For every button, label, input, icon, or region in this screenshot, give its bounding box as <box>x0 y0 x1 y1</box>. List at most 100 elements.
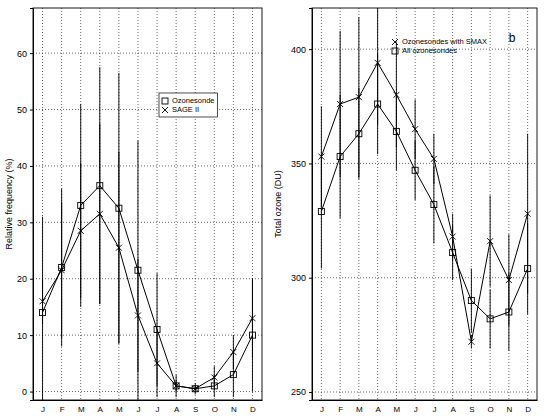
tick: J <box>41 400 45 414</box>
grid-line <box>33 335 262 336</box>
tick: M <box>356 400 363 414</box>
marker <box>506 309 512 315</box>
error-bar <box>61 188 62 346</box>
grid-line <box>118 8 119 400</box>
plot-area <box>40 67 256 400</box>
tick-label: 0 <box>22 387 27 397</box>
grid-line <box>358 8 359 400</box>
grid-line <box>508 8 509 400</box>
plot-frame <box>312 8 537 400</box>
grid-line <box>527 8 528 400</box>
tick: D <box>250 400 256 414</box>
line <box>43 186 253 389</box>
y-axis-label: Relative frequency (%) <box>4 158 14 249</box>
grid-line <box>80 8 81 400</box>
tick: D <box>525 400 531 414</box>
grid-line <box>312 163 537 164</box>
tick-label: F <box>60 405 65 414</box>
tick-mark <box>30 222 33 223</box>
tick-mark <box>309 163 312 164</box>
grid-line <box>61 8 62 400</box>
marker <box>116 245 122 251</box>
y-axis: 250300350400 <box>291 9 313 401</box>
panel: 250300350400JFMAMJJASONDTotal ozone (DU)… <box>273 1 537 414</box>
tick-label: 40 <box>17 161 27 171</box>
plot-frame <box>33 8 262 400</box>
tick-label: S <box>469 405 474 414</box>
tick-mark <box>30 335 33 336</box>
tick-label: 30 <box>17 218 27 228</box>
tick: 0 <box>22 387 33 397</box>
axis-line <box>34 400 263 401</box>
series <box>318 54 530 351</box>
marker <box>154 360 160 366</box>
tick-label: 350 <box>291 159 306 169</box>
line <box>321 104 527 319</box>
grid-line <box>33 53 262 54</box>
axis-line <box>313 400 538 401</box>
tick-label: 300 <box>291 273 306 283</box>
tick: M <box>116 400 123 414</box>
tick: A <box>98 400 104 414</box>
marker <box>393 128 399 134</box>
panel: 0102030405060JFMAMJJASONDRelative freque… <box>4 8 262 414</box>
grid-line <box>33 165 262 166</box>
series <box>40 124 256 398</box>
x-axis: JFMAMJJASOND <box>34 400 263 414</box>
tick-mark <box>30 53 33 54</box>
grid-line <box>137 8 138 400</box>
marker <box>173 383 179 389</box>
tick-label: S <box>193 405 198 414</box>
legend-box <box>159 93 218 117</box>
marker <box>78 228 84 234</box>
tick: J <box>156 400 160 414</box>
legend-label: Ozonesonde <box>172 96 215 105</box>
tick: 50 <box>17 105 33 115</box>
grid-line <box>396 8 397 400</box>
tick-label: A <box>174 405 180 414</box>
grid-line <box>312 392 537 393</box>
grid <box>312 8 537 400</box>
grid-line <box>33 109 262 110</box>
tick-label: M <box>356 405 363 414</box>
annotation: b <box>509 31 516 45</box>
tick: S <box>193 400 198 414</box>
grid-line <box>33 391 262 392</box>
legend-marker <box>392 39 398 45</box>
grid-line <box>312 277 537 278</box>
marker <box>375 101 381 107</box>
tick: O <box>212 400 218 414</box>
axis-line <box>309 9 313 401</box>
error-bar <box>137 141 138 400</box>
tick: F <box>338 400 343 414</box>
marker <box>431 202 437 208</box>
grid-line <box>252 8 253 400</box>
tick: A <box>450 400 456 414</box>
tick-label: A <box>450 405 456 414</box>
grid-line <box>233 8 234 400</box>
tick-label: 20 <box>17 274 27 284</box>
y-axis: 0102030405060 <box>17 9 34 401</box>
tick: J <box>136 400 140 414</box>
tick-label: F <box>338 405 343 414</box>
tick-label: 400 <box>291 45 306 55</box>
legend: OzonesondeSAGE II <box>159 93 218 117</box>
figure: 0102030405060JFMAMJJASONDRelative freque… <box>0 0 554 420</box>
tick-label: J <box>432 405 436 414</box>
grid-line <box>490 8 491 400</box>
tick-label: J <box>414 405 418 414</box>
tick-label: M <box>116 405 123 414</box>
tick: S <box>469 400 474 414</box>
marker <box>192 386 198 392</box>
marker <box>337 154 343 160</box>
grid-line <box>415 8 416 400</box>
marker <box>356 131 362 137</box>
series <box>318 8 530 349</box>
tick: J <box>414 400 418 414</box>
tick-mark <box>30 110 33 111</box>
tick-mark <box>30 166 33 167</box>
grid-line <box>214 8 215 400</box>
tick-label: N <box>506 405 512 414</box>
tick-mark <box>30 279 33 280</box>
tick-mark <box>30 392 33 393</box>
